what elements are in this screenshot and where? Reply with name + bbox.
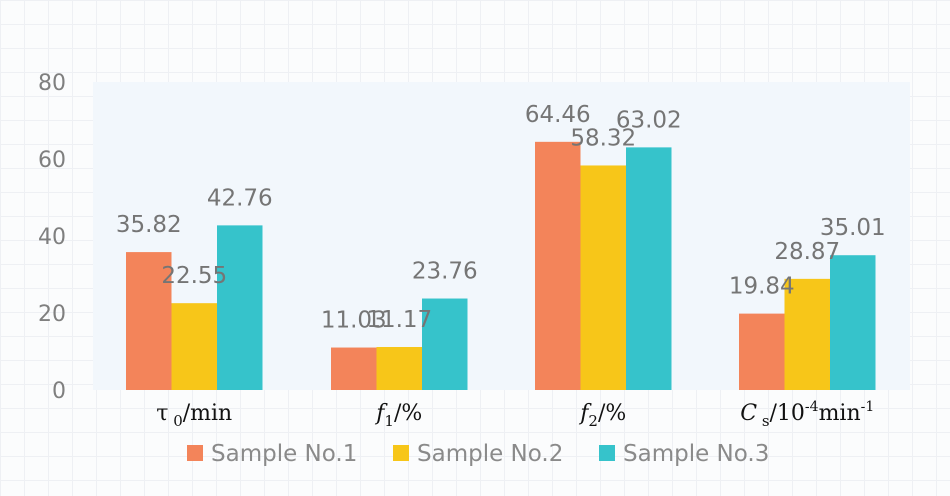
category-label-tau0: τ 0/min (156, 401, 232, 430)
bar-cs-series-2 (784, 278, 830, 390)
bar-cs-series-1 (739, 313, 785, 390)
bar-f2-series-1 (535, 141, 581, 390)
data-label: 58.32 (570, 125, 636, 151)
y-tick-label: 80 (38, 71, 66, 96)
data-label: 64.46 (525, 102, 591, 128)
category-label-part: min (819, 401, 861, 426)
data-label: 11.03 (321, 308, 387, 334)
category-label-part: C (740, 401, 757, 426)
y-tick-label: 40 (38, 225, 66, 250)
legend-swatch (393, 445, 409, 461)
bar-tau0-series-3 (217, 225, 263, 390)
category-label-part: -1 (861, 399, 875, 415)
category-label-cs: C s/10-4min-1 (740, 399, 874, 430)
y-tick-label: 20 (38, 302, 66, 327)
bar-f1-series-3 (422, 298, 468, 390)
bar-cs-series-3 (830, 255, 876, 390)
legend-label: Sample No.3 (623, 441, 769, 467)
category-label-part: /10 (770, 401, 805, 426)
data-label: 42.76 (207, 185, 273, 211)
data-label: 22.55 (161, 263, 227, 289)
bar-tau0-series-1 (126, 252, 172, 390)
legend: Sample No.1 Sample No.2 Sample No.3 (187, 441, 769, 467)
y-tick-label: 0 (52, 379, 66, 404)
legend-label: Sample No.2 (417, 441, 563, 467)
category-label-part: s (757, 412, 769, 430)
y-tick-label: 60 (38, 148, 66, 173)
x-axis: τ 0/min f1/% f2/% C s/10-4min-1 (156, 399, 874, 430)
data-label: 28.87 (774, 239, 840, 265)
category-label-part: 2 (588, 412, 598, 430)
data-label: 19.84 (729, 274, 795, 300)
category-label-part: 1 (384, 412, 394, 430)
category-label-part: /% (598, 401, 626, 426)
legend-swatch (599, 445, 615, 461)
bar-f2-series-2 (580, 165, 626, 390)
category-label-part: 0 (168, 412, 182, 430)
data-label: 23.76 (412, 259, 478, 285)
category-label-part: -4 (805, 399, 819, 415)
bars (126, 141, 876, 390)
data-label: 35.82 (116, 212, 182, 238)
bar-tau0-series-2 (171, 303, 217, 390)
category-label-part: τ (156, 401, 168, 426)
legend-swatch (187, 445, 203, 461)
category-label-f1: f1/% (374, 401, 422, 430)
bar-f1-series-1 (331, 347, 377, 390)
category-label-part: /min (183, 401, 232, 426)
data-label: 63.02 (616, 107, 682, 133)
data-labels: 35.82 11.03 64.46 19.84 22.55 11.17 58.32 28.87… (116, 102, 886, 334)
legend-label: Sample No.1 (211, 441, 357, 467)
bar-f1-series-2 (376, 346, 422, 390)
data-label: 11.17 (366, 307, 432, 333)
category-label-part: /% (394, 401, 422, 426)
category-label-f2: f2/% (578, 401, 626, 430)
data-label: 35.01 (820, 215, 886, 241)
y-axis: 0 20 40 60 80 (38, 71, 66, 404)
bar-f2-series-3 (626, 147, 672, 390)
